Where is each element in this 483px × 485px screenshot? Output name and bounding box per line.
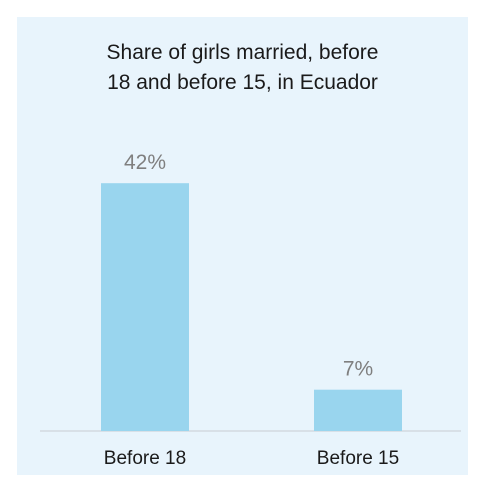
x-tick-label: Before 15: [317, 448, 399, 469]
x-tick-label: Before 18: [104, 448, 186, 469]
bar-before-15: [314, 389, 402, 431]
data-label: 42%: [124, 151, 166, 174]
bar-chart: 42% Before 18 7% Before 15: [40, 151, 461, 469]
chart-title-line-1: Share of girls married, before: [106, 41, 379, 64]
data-label: 7%: [343, 358, 373, 381]
chart-title: Share of girls married, before 18 and be…: [17, 38, 468, 98]
chart-title-line-2: 18 and before 15, in Ecuador: [107, 71, 378, 94]
bar-before-18: [101, 183, 189, 431]
chart-panel: Share of girls married, before 18 and be…: [17, 17, 468, 475]
